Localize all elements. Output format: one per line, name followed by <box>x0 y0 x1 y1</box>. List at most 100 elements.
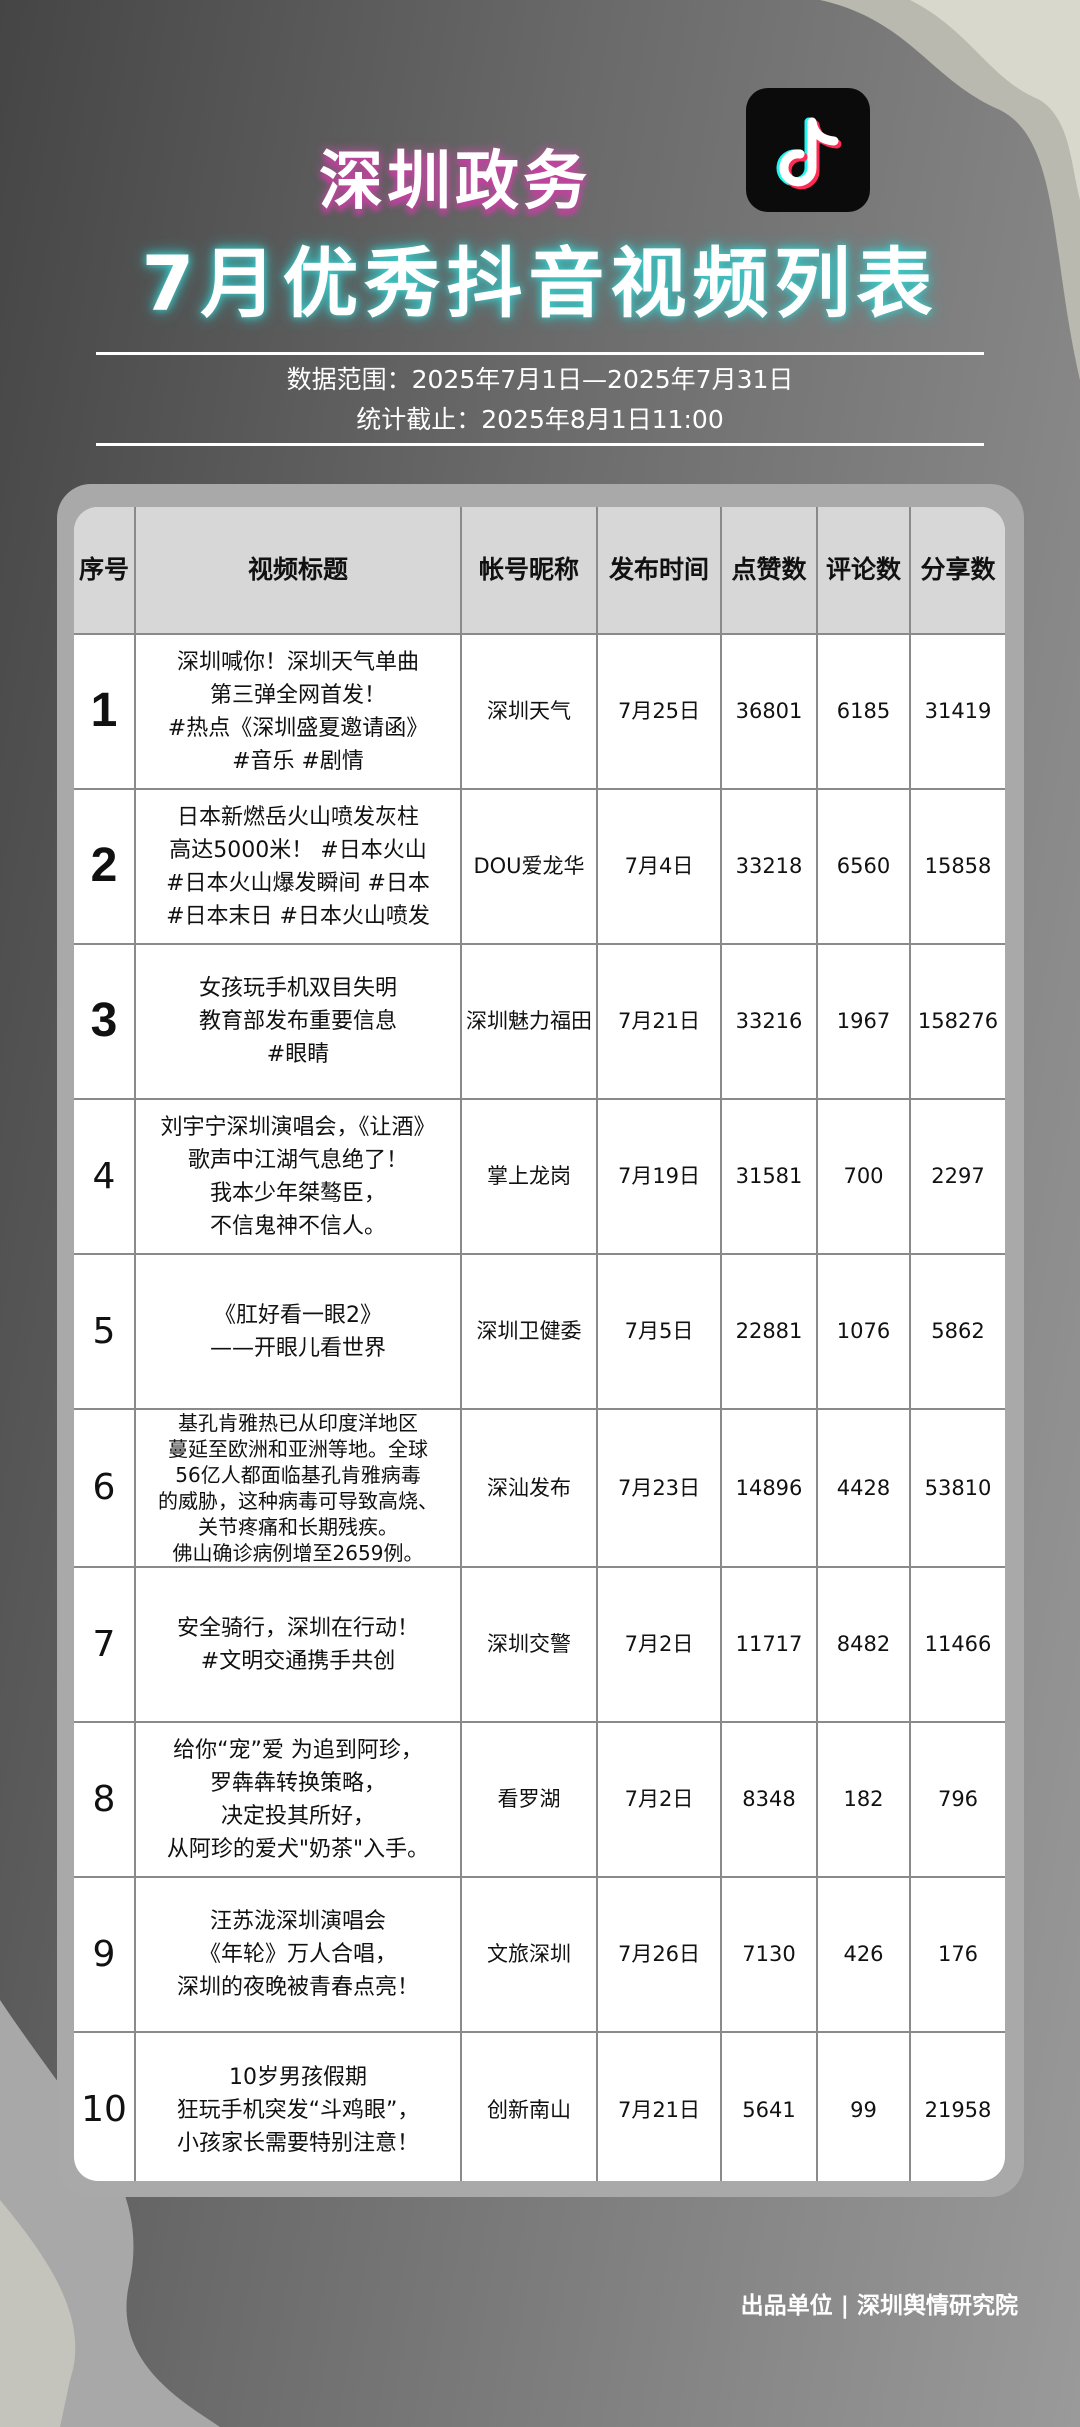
title-line: 第三弹全网首发！ <box>209 682 386 708</box>
title-line: #文明交通携手共创 <box>200 1648 396 1674</box>
cell-rank: 5 <box>74 1253 136 1410</box>
cell-date: 7月25日 <box>596 633 722 790</box>
cell-account: 深圳卫健委 <box>460 1253 598 1410</box>
column-header-likes: 点赞数 <box>720 507 818 635</box>
cell-shares: 31419 <box>909 633 1005 790</box>
cell-likes: 33218 <box>720 788 818 945</box>
title-line: 罗犇犇转换策略， <box>209 1770 386 1796</box>
decorative-wave-top-right <box>820 0 1080 380</box>
title-line: 10岁男孩假期 <box>229 2064 367 2090</box>
cell-date: 7月21日 <box>596 943 722 1100</box>
cell-account: 创新南山 <box>460 2031 598 2181</box>
table-row: 10 10岁男孩假期 狂玩手机突发“斗鸡眼”， 小孩家长需要特别注意！ 创新南山 7月21… <box>74 2031 1005 2181</box>
cell-title: 深圳喊你！深圳天气单曲 第三弹全网首发！ #热点《深圳盛夏邀请函》 #音乐 #剧情 <box>134 633 462 790</box>
data-range: 数据范围：2025年7月1日—2025年7月31日 <box>286 365 794 394</box>
title-line: ——开眼儿看世界 <box>209 1335 386 1361</box>
cell-account: 深圳交警 <box>460 1566 598 1723</box>
cell-date: 7月2日 <box>596 1566 722 1723</box>
cell-rank: 1 <box>74 633 136 790</box>
cell-date: 7月2日 <box>596 1721 722 1878</box>
cell-date: 7月26日 <box>596 1876 722 2033</box>
cell-title: 《肛好看一眼2》 ——开眼儿看世界 <box>134 1253 462 1410</box>
title-line: 刘宇宁深圳演唱会，《让酒》 <box>160 1114 436 1140</box>
title-line: 歌声中江湖气息绝了！ <box>187 1147 408 1173</box>
title-line: 决定投其所好， <box>220 1803 375 1829</box>
cell-title: 日本新燃岳火山喷发灰柱 高达5000米！ #日本火山 #日本火山爆发瞬间 #日本 #日… <box>134 788 462 945</box>
cell-title: 基孔肯雅热已从印度洋地区 蔓延至欧洲和亚洲等地。全球 56亿人都面临基孔肯雅病毒 的威… <box>134 1408 462 1568</box>
cell-likes: 31581 <box>720 1098 818 1255</box>
title-line: #日本火山爆发瞬间 #日本 <box>166 870 430 896</box>
cell-shares: 15858 <box>909 788 1005 945</box>
title-line: 《肛好看一眼2》 <box>214 1302 382 1328</box>
cell-rank: 7 <box>74 1566 136 1723</box>
table-row: 5 《肛好看一眼2》 ——开眼儿看世界 深圳卫健委 7月5日 22881 1076 5862 <box>74 1253 1005 1410</box>
cell-rank: 6 <box>74 1408 136 1568</box>
title-line: 深圳喊你！深圳天气单曲 <box>176 649 419 675</box>
cell-rank: 10 <box>74 2031 136 2181</box>
title-line: 教育部发布重要信息 <box>198 1009 397 1034</box>
table-row: 2 日本新燃岳火山喷发灰柱 高达5000米！ #日本火山 #日本火山爆发瞬间 #日本 #… <box>74 788 1005 945</box>
cell-likes: 5641 <box>720 2031 818 2181</box>
column-header-account: 帐号昵称 <box>460 507 598 635</box>
cell-comments: 426 <box>816 1876 911 2033</box>
title-line: #眼睛 <box>266 1042 330 1067</box>
cell-account: 看罗湖 <box>460 1721 598 1878</box>
cell-rank: 2 <box>74 788 136 945</box>
cell-title: 给你“宠”爱 为追到阿珍， 罗犇犇转换策略， 决定投其所好， 从阿珍的爱犬"奶茶"入手… <box>134 1721 462 1878</box>
cell-account: 掌上龙岗 <box>460 1098 598 1255</box>
producer-credit: 出品单位 | 深圳舆情研究院 <box>740 2293 1018 2319</box>
title-line: 的威胁，这种病毒可导致高烧、 <box>158 1489 438 1513</box>
title-line: 安全骑行，深圳在行动！ <box>176 1615 419 1641</box>
cell-shares: 176 <box>909 1876 1005 2033</box>
cell-likes: 22881 <box>720 1253 818 1410</box>
cell-likes: 36801 <box>720 633 818 790</box>
cell-likes: 7130 <box>720 1876 818 2033</box>
cell-date: 7月21日 <box>596 2031 722 2181</box>
table-row: 6 基孔肯雅热已从印度洋地区 蔓延至欧洲和亚洲等地。全球 56亿人都面临基孔肯雅病毒的… <box>74 1408 1005 1568</box>
title-line: #热点《深圳盛夏邀请函》 <box>167 715 429 741</box>
title-line: 狂玩手机突发“斗鸡眼”， <box>176 2097 420 2123</box>
cell-shares: 21958 <box>909 2031 1005 2181</box>
column-header-rank: 序号 <box>74 507 136 635</box>
cell-account: 深汕发布 <box>460 1408 598 1568</box>
cell-rank: 8 <box>74 1721 136 1878</box>
cell-comments: 6185 <box>816 633 911 790</box>
title-line: 汪苏泷深圳演唱会 <box>209 1909 386 1934</box>
cell-likes: 11717 <box>720 1566 818 1723</box>
cell-comments: 182 <box>816 1721 911 1878</box>
cell-rank: 3 <box>74 943 136 1100</box>
cell-shares: 796 <box>909 1721 1005 1878</box>
cell-date: 7月5日 <box>596 1253 722 1410</box>
title-line: 关节疼痛和长期残疾。 <box>198 1515 398 1539</box>
table-row: 9 汪苏泷深圳演唱会 《年轮》万人合唱， 深圳的夜晚被青春点亮！ 文旅深圳 7月26日 71… <box>74 1876 1005 2033</box>
title-line: 从阿珍的爱犬"奶茶"入手。 <box>166 1836 430 1862</box>
cell-account: DOU爱龙华 <box>460 788 598 945</box>
title-line: 佛山确诊病例增至2659例。 <box>172 1541 424 1565</box>
douyin-logo-icon <box>746 88 870 212</box>
cell-comments: 1076 <box>816 1253 911 1410</box>
column-header-title: 视频标题 <box>134 507 462 635</box>
cell-rank: 9 <box>74 1876 136 2033</box>
title-line: 《年轮》万人合唱， <box>198 1942 397 1967</box>
cell-comments: 1967 <box>816 943 911 1100</box>
column-header-comments: 评论数 <box>816 507 911 635</box>
title-line: 蔓延至欧洲和亚洲等地。全球 <box>168 1437 428 1461</box>
title-line: 基孔肯雅热已从印度洋地区 <box>178 1411 418 1435</box>
cell-title: 安全骑行，深圳在行动！ #文明交通携手共创 <box>134 1566 462 1723</box>
cell-comments: 6560 <box>816 788 911 945</box>
table-row: 3 女孩玩手机双目失明 教育部发布重要信息 #眼睛 深圳魅力福田 7月21日 33216 19… <box>74 943 1005 1100</box>
cell-comments: 99 <box>816 2031 911 2181</box>
stats-cutoff: 统计截止：2025年8月1日11:00 <box>356 405 724 434</box>
cell-account: 深圳天气 <box>460 633 598 790</box>
cell-shares: 5862 <box>909 1253 1005 1410</box>
title-line: 56亿人都面临基孔肯雅病毒 <box>175 1463 421 1487</box>
cell-rank: 4 <box>74 1098 136 1255</box>
title-line: 我本少年桀骜臣， <box>209 1180 386 1206</box>
divider-top <box>96 352 984 355</box>
cell-title: 女孩玩手机双目失明 教育部发布重要信息 #眼睛 <box>134 943 462 1100</box>
title-line: 给你“宠”爱 为追到阿珍， <box>173 1737 423 1763</box>
video-table-container: 序号 视频标题 帐号昵称 发布时间 点赞数 评论数 分享数 1 深圳喊你！深圳天气单曲 第三弹全… <box>74 507 1005 2181</box>
table-row: 1 深圳喊你！深圳天气单曲 第三弹全网首发！ #热点《深圳盛夏邀请函》 #音乐 #剧情深… <box>74 633 1005 790</box>
cell-account: 文旅深圳 <box>460 1876 598 2033</box>
cell-shares: 11466 <box>909 1566 1005 1723</box>
